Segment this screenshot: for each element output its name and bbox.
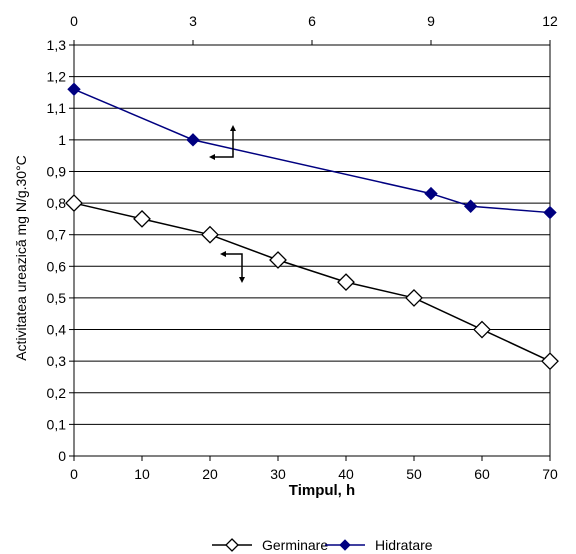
data-point-hidratare	[543, 205, 557, 220]
data-point-germinare	[337, 273, 355, 292]
x-tick-label: 20	[202, 466, 218, 482]
axes	[69, 40, 551, 461]
legend-marker-germinare	[225, 538, 239, 552]
y-tick-label: 0,8	[47, 195, 67, 211]
data-point-hidratare	[424, 186, 438, 201]
y-tick-label: 0,9	[47, 163, 67, 179]
y-tick-label: 1,2	[47, 69, 67, 85]
legend-marker-hidratare	[339, 539, 351, 551]
x2-tick-label: 12	[542, 13, 558, 29]
data-point-germinare	[541, 352, 559, 371]
x2-tick-label: 6	[308, 13, 316, 29]
series-layer	[65, 82, 559, 371]
x2-tick-label: 3	[189, 13, 197, 29]
arrowhead	[209, 154, 215, 160]
data-point-germinare	[201, 225, 219, 244]
x-axis-label: Timpul, h	[289, 482, 355, 499]
axis-arrows	[209, 125, 245, 283]
x2-tick-label: 0	[70, 13, 78, 29]
y-tick-label: 0,3	[47, 353, 67, 369]
data-point-germinare	[269, 251, 287, 269]
arrowhead	[220, 251, 226, 257]
y-tick-label: 1,1	[47, 100, 67, 116]
data-point-germinare	[405, 289, 423, 307]
data-point-hidratare	[67, 82, 81, 96]
y-tick-label: 0,6	[47, 258, 67, 274]
data-point-hidratare	[186, 133, 200, 147]
arrow-bottom-axis	[223, 253, 243, 280]
series-line-germinare	[73, 202, 551, 362]
y-tick-label: 1	[58, 132, 66, 148]
tick-labels: 00,10,20,30,40,50,60,70,80,911,11,21,30 1…	[47, 13, 558, 482]
x-tick-label: 50	[406, 466, 422, 482]
arrow-top-axis	[212, 128, 234, 158]
x-tick-label: 40	[338, 466, 354, 482]
data-point-germinare	[65, 194, 83, 212]
y-tick-label: 0	[58, 448, 66, 464]
x2-tick-label: 9	[427, 13, 435, 29]
y-tick-label: 0,1	[47, 416, 67, 432]
y-tick-label: 1,3	[47, 37, 67, 53]
legend-label-hidratare: Hidratare	[375, 537, 433, 553]
y-tick-label: 0,2	[47, 385, 67, 401]
x-tick-label: 10	[134, 466, 150, 482]
y-axis-label: Activitatea ureazică mg N/g.30°C	[13, 155, 29, 361]
arrowhead	[230, 125, 236, 131]
x-tick-label: 30	[270, 466, 286, 482]
arrowhead	[239, 277, 245, 283]
grid	[74, 44, 550, 457]
x-tick-label: 60	[474, 466, 490, 482]
data-point-hidratare	[463, 199, 478, 213]
legend: Germinare Hidratare	[212, 537, 433, 553]
y-tick-label: 0,7	[47, 227, 67, 243]
data-point-germinare	[133, 209, 151, 228]
y-tick-label: 0,5	[47, 290, 67, 306]
x-tick-label: 0	[70, 466, 78, 482]
y-tick-label: 0,4	[47, 322, 67, 338]
data-point-germinare	[473, 320, 491, 339]
legend-label-germinare: Germinare	[262, 537, 328, 553]
x-tick-label: 70	[542, 466, 558, 482]
